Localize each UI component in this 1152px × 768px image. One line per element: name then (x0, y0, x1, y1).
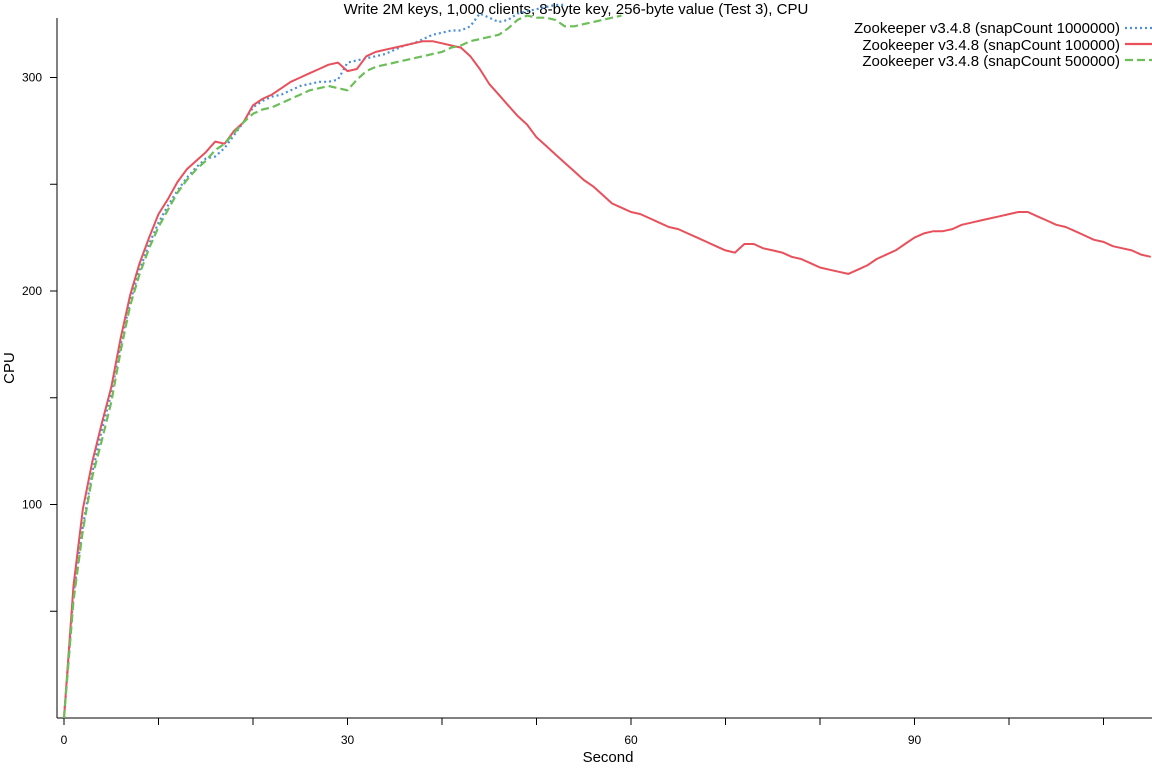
legend-label: Zookeeper v3.4.8 (snapCount 100000) (862, 37, 1120, 54)
x-tick-label: 0 (61, 733, 68, 747)
series-line (62, 14, 622, 719)
legend-entry: Zookeeper v3.4.8 (snapCount 1000000) (854, 20, 1152, 37)
chart-title: Write 2M keys, 1,000 clients, 8-byte key… (344, 1, 809, 18)
series-layer (62, 3, 1152, 719)
legend-label: Zookeeper v3.4.8 (snapCount 1000000) (854, 20, 1120, 37)
series-line (62, 3, 565, 719)
legend-entry: Zookeeper v3.4.8 (snapCount 100000) (862, 37, 1152, 54)
x-axis-ticks: 0 30 60 90 (61, 718, 1104, 747)
y-axis-title: CPU (1, 352, 18, 384)
x-tick-label: 90 (908, 733, 922, 747)
y-tick-label: 200 (22, 284, 42, 298)
legend: Zookeeper v3.4.8 (snapCount 1000000) Zoo… (854, 20, 1152, 70)
y-axis-ticks: 100 200 300 (22, 71, 57, 612)
y-tick-label: 100 (22, 498, 42, 512)
legend-entry: Zookeeper v3.4.8 (snapCount 500000) (862, 53, 1152, 70)
series-line (63, 40, 1152, 719)
y-tick-label: 300 (22, 71, 42, 85)
x-axis-title: Second (583, 749, 634, 766)
legend-label: Zookeeper v3.4.8 (snapCount 500000) (862, 53, 1120, 70)
x-tick-label: 60 (624, 733, 638, 747)
x-tick-label: 30 (341, 733, 355, 747)
